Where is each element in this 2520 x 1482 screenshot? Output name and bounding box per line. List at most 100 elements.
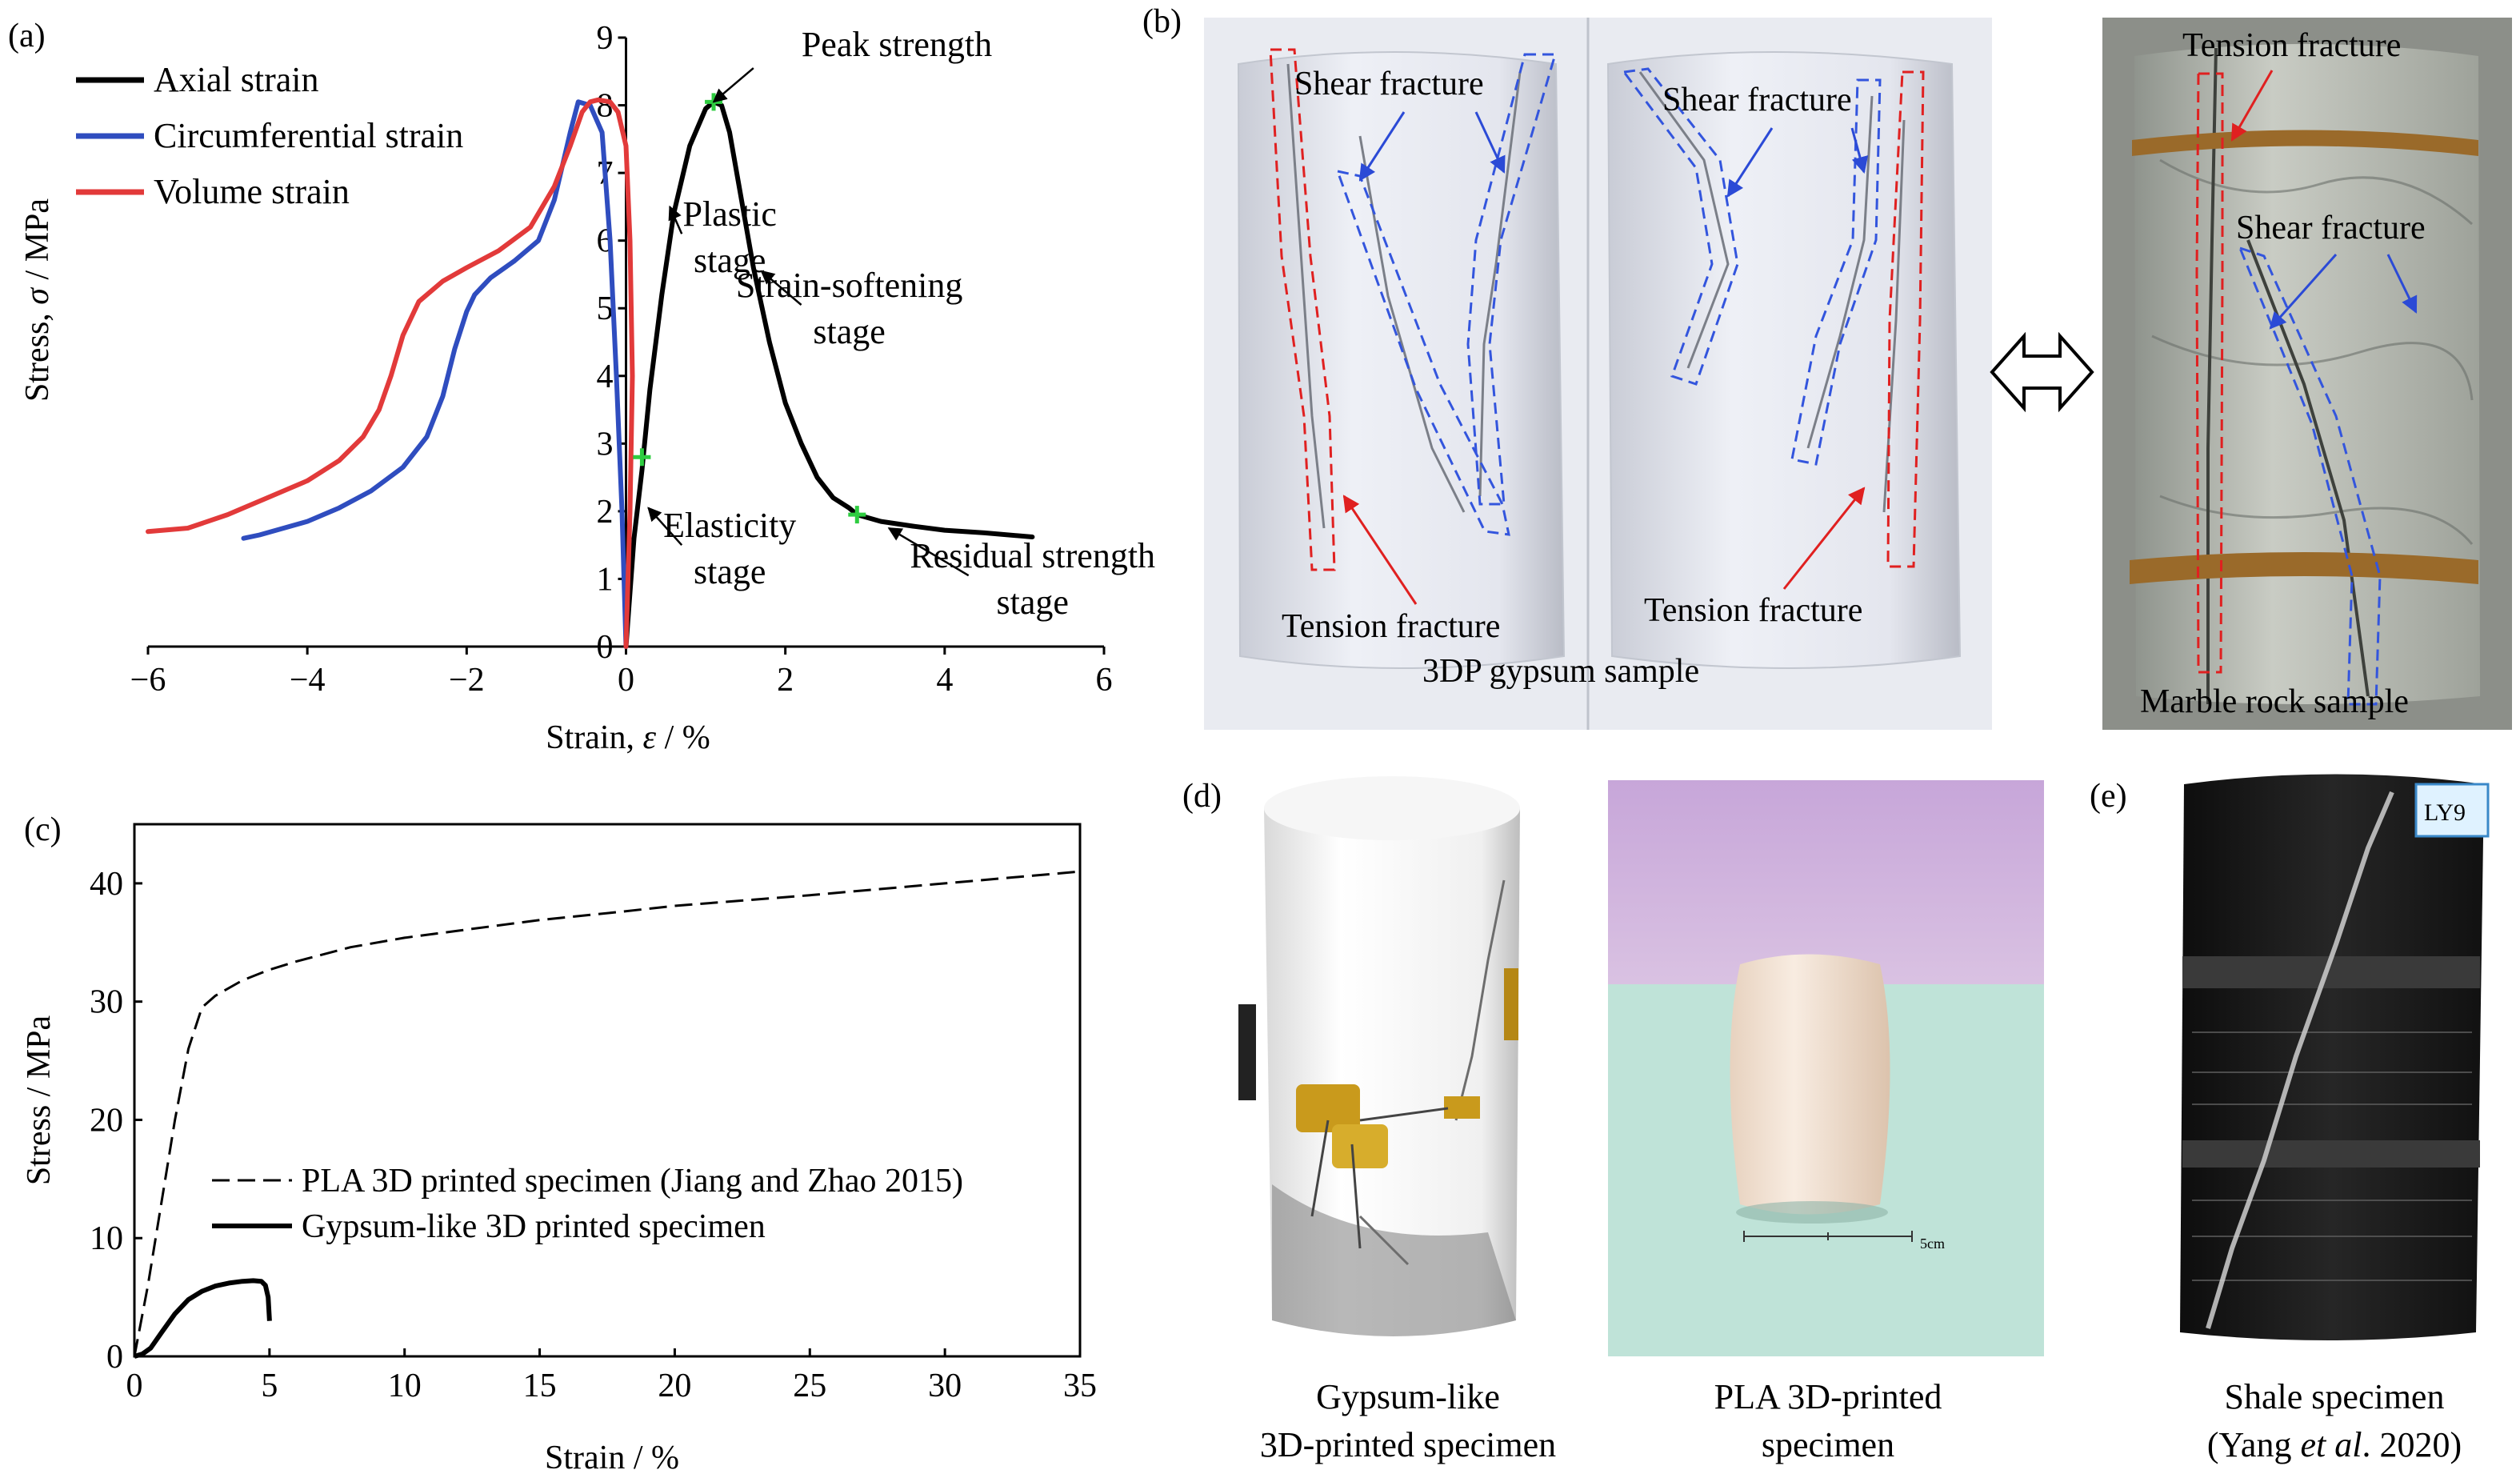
- shale-sticker: [2414, 783, 2490, 838]
- panel-a-x-axis-label: Strain, ε / %: [546, 719, 710, 756]
- panel-e-label: (e): [2090, 778, 2127, 815]
- shear-arrow-2: [1474, 111, 1506, 174]
- panel-a-annotation-elastic-2: stage: [694, 552, 766, 591]
- tension-fracture-label-2: Tension fracture: [1644, 592, 1862, 629]
- scale-bar-label: 5cm: [1920, 1236, 1945, 1252]
- panel-a-series-line-3: [146, 97, 635, 649]
- double-arrow-icon: [1990, 331, 2094, 413]
- pla-specimen: [1730, 954, 1890, 1215]
- gypsum-sample-left: [1237, 51, 1566, 669]
- panel-a-annotation-softening-1: Strain-softening: [736, 266, 963, 305]
- shear-arrow-4: [1850, 127, 1869, 174]
- gypsum-like-specimen-top: [1264, 776, 1520, 840]
- panel-c-x-tick-label: 20: [658, 1368, 691, 1404]
- gypsum-like-specimen: [1264, 788, 1520, 1336]
- panel-a-legend-label-1: Axial strain: [154, 60, 319, 99]
- marble-sample-caption: Marble rock sample: [2140, 683, 2409, 720]
- panel-a-annotation-elastic-1: Elasticity: [663, 506, 796, 545]
- panel-a-legend-label-3: Volume strain: [154, 172, 350, 211]
- panel-c-y-tick-label: 30: [90, 984, 123, 1021]
- pla-specimen-shadow: [1736, 1201, 1888, 1224]
- panel-c-x-tick-label: 25: [793, 1368, 826, 1404]
- panel-a-x-tick-label: −6: [130, 662, 166, 699]
- shale-shear-crack: [2206, 791, 2394, 1329]
- panel-c-y-tick-label: 10: [90, 1220, 123, 1257]
- shear-outline-left-2: [1466, 53, 1558, 506]
- panel-c-series-line-1: [133, 870, 1081, 1357]
- panel-a-annotation-arrow-softening: [760, 270, 802, 306]
- gypsum-like-specimen-shadow: [1272, 1184, 1516, 1336]
- panel-c-series: [133, 870, 1081, 1359]
- tension-fracture-label-1: Tension fracture: [1282, 608, 1500, 645]
- panel-a-annotation-softening-2: stage: [813, 312, 885, 351]
- shale-bedding-lines: [2192, 1031, 2472, 1281]
- panel-c-label: (c): [24, 811, 62, 848]
- shear-arrow-1: [1358, 111, 1406, 182]
- marble-tension-arrow: [2230, 70, 2274, 142]
- panel-c-legend: PLA 3D printed specimen (Jiang and Zhao …: [212, 1163, 963, 1245]
- marble-shear-arrow-1: [2269, 254, 2338, 330]
- panel-a-annotation-residual-2: stage: [997, 583, 1069, 622]
- panel-a-annotation-arrow-residual: [887, 527, 970, 577]
- panel-a-x-tick-label: −4: [290, 662, 326, 699]
- marble-tension-outline: [2195, 72, 2224, 674]
- panel-a-y-tick-label: 1: [597, 561, 614, 598]
- panel-a-annotation-arrow-elastic: [647, 507, 683, 547]
- shear-fracture-label-2: Shear fracture: [1662, 82, 1852, 118]
- panel-a-x-tick-label: 6: [1096, 662, 1113, 699]
- panel-c-axes: 0 5 10 15 20 25 30 35 0 10 20 30 40: [90, 823, 1097, 1404]
- shear-outline-right-2: [1790, 78, 1882, 466]
- shale-tape-2: [2182, 1140, 2480, 1168]
- shale-caption-line-1: Shale specimen: [2225, 1377, 2445, 1416]
- panel-a-annotations: Peak strength Plastic stage Strain-softenin…: [647, 25, 1155, 622]
- panel-c-x-tick-label: 15: [523, 1368, 557, 1404]
- panel-a-markers: [633, 93, 866, 524]
- panel-a-x-tick-label: 2: [777, 662, 794, 699]
- shale-caption-line-2: (Yang et al. 2020): [2207, 1425, 2462, 1464]
- tension-outline-left: [1269, 48, 1336, 571]
- shear-outline-left-1: [1335, 169, 1510, 536]
- panel-a-annotation-peak: Peak strength: [802, 25, 992, 64]
- panel-a-x-tick-label: 4: [936, 662, 953, 699]
- panel-a-annotation-arrow-plastic: [668, 205, 683, 234]
- pla-caption-line-2: specimen: [1762, 1425, 1894, 1464]
- panel-c-x-tick-label: 5: [261, 1368, 278, 1404]
- panel-a-y-tick-label: 5: [597, 290, 614, 327]
- panel-c-y-axis-label: Stress / MPa: [21, 1015, 58, 1185]
- panel-a-point-marker-1: [633, 448, 651, 467]
- rubber-band-bottom: [2130, 552, 2478, 584]
- shear-outline-right-1: [1622, 67, 1739, 386]
- panel-a-annotation-arrow-peak: [712, 67, 754, 103]
- panel-b-label: (b): [1142, 3, 1182, 40]
- panel-a-y-axis-label: Stress, σ / MPa: [19, 198, 56, 402]
- panel-c-y-tick-label: 0: [106, 1339, 123, 1376]
- panel-e-photo: (e) LY9 Shale specimen (Yang et al. 2020…: [2090, 774, 2490, 1464]
- tension-arrow-2: [1782, 487, 1866, 590]
- strain-gauge-2: [1332, 1124, 1388, 1168]
- marble-shear-label: Shear fracture: [2236, 210, 2426, 246]
- panel-a-series-line-1: [623, 99, 1035, 649]
- panel-a-x-tick-label: 0: [618, 662, 634, 699]
- panel-c-x-tick-label: 10: [388, 1368, 422, 1404]
- panel-c-x-axis-label: Strain / %: [545, 1440, 679, 1476]
- panel-c-y-tick-label: 40: [90, 866, 123, 903]
- gypsum-sample-right: [1606, 51, 1962, 669]
- panel-b-photos: (b) Shear fracture Shear fracture Tensio…: [1142, 3, 2512, 730]
- panel-c-series-line-2: [134, 1278, 272, 1359]
- pla-caption-line-1: PLA 3D-printed: [1714, 1377, 1942, 1416]
- panel-d-photos: (d) 5cm Gypsum-like 3D-printed specimen …: [1182, 776, 2044, 1464]
- shear-fracture-label-1: Shear fracture: [1294, 66, 1484, 102]
- panel-a-y-tick-label: 4: [597, 358, 614, 395]
- shear-arrow-3: [1726, 127, 1774, 198]
- panel-a-y-tick-label: 9: [597, 20, 614, 57]
- panel-c-legend-label-1: PLA 3D printed specimen (Jiang and Zhao …: [302, 1163, 963, 1200]
- gauge-wires: [1310, 1107, 1449, 1249]
- panel-a-annotation-plastic-1: Plastic: [683, 194, 777, 234]
- panel-a-label: (a): [8, 18, 46, 54]
- marble-tension-label: Tension fracture: [2182, 27, 2401, 64]
- panel-a-legend: Axial strain Circumferential strain Volume…: [76, 60, 463, 211]
- shale-specimen: [2180, 774, 2484, 1340]
